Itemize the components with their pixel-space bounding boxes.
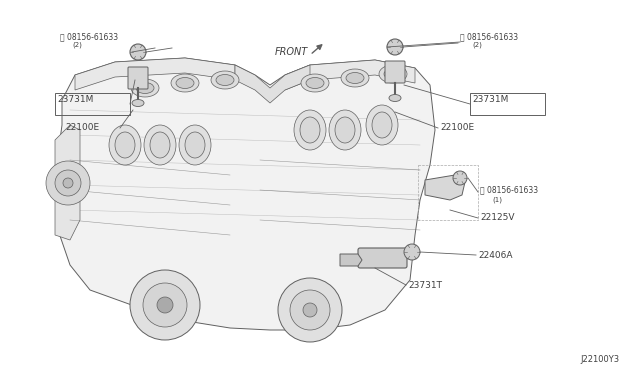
Polygon shape bbox=[235, 65, 310, 103]
FancyBboxPatch shape bbox=[128, 67, 148, 89]
Ellipse shape bbox=[384, 68, 402, 80]
Ellipse shape bbox=[211, 71, 239, 89]
Ellipse shape bbox=[294, 110, 326, 150]
Text: 22125V: 22125V bbox=[480, 214, 515, 222]
Circle shape bbox=[63, 178, 73, 188]
Ellipse shape bbox=[115, 132, 135, 158]
Ellipse shape bbox=[341, 69, 369, 87]
Circle shape bbox=[143, 283, 187, 327]
Ellipse shape bbox=[301, 74, 329, 92]
Circle shape bbox=[130, 44, 146, 60]
Ellipse shape bbox=[132, 99, 144, 106]
Ellipse shape bbox=[389, 94, 401, 102]
Circle shape bbox=[55, 170, 81, 196]
Circle shape bbox=[404, 244, 420, 260]
Polygon shape bbox=[55, 125, 80, 240]
Ellipse shape bbox=[144, 125, 176, 165]
Text: ⒵ 08156-61633: ⒵ 08156-61633 bbox=[460, 32, 518, 41]
Circle shape bbox=[157, 297, 173, 313]
Text: FRONT: FRONT bbox=[275, 47, 308, 57]
Circle shape bbox=[290, 290, 330, 330]
Ellipse shape bbox=[306, 77, 324, 89]
Text: J22100Y3: J22100Y3 bbox=[581, 355, 620, 364]
Circle shape bbox=[46, 161, 90, 205]
Circle shape bbox=[278, 278, 342, 342]
Bar bbox=[55, 93, 130, 115]
Ellipse shape bbox=[150, 132, 170, 158]
Ellipse shape bbox=[372, 112, 392, 138]
Bar bbox=[470, 93, 545, 115]
Circle shape bbox=[387, 39, 403, 55]
Ellipse shape bbox=[131, 79, 159, 97]
Ellipse shape bbox=[185, 132, 205, 158]
Text: 23731M: 23731M bbox=[57, 96, 93, 105]
Text: 22100E: 22100E bbox=[65, 124, 99, 132]
Circle shape bbox=[130, 270, 200, 340]
Polygon shape bbox=[425, 175, 465, 200]
Text: 23731M: 23731M bbox=[472, 96, 508, 105]
Polygon shape bbox=[55, 58, 435, 330]
Text: (1): (1) bbox=[492, 197, 502, 203]
Ellipse shape bbox=[329, 110, 361, 150]
Ellipse shape bbox=[300, 117, 320, 143]
Ellipse shape bbox=[216, 74, 234, 86]
Ellipse shape bbox=[179, 125, 211, 165]
Text: (2): (2) bbox=[72, 42, 82, 48]
Circle shape bbox=[453, 171, 467, 185]
Text: 22406A: 22406A bbox=[478, 250, 513, 260]
Polygon shape bbox=[285, 60, 415, 90]
Text: ⒵ 08156-61633: ⒵ 08156-61633 bbox=[60, 32, 118, 41]
Text: 23731T: 23731T bbox=[408, 280, 442, 289]
Text: (2): (2) bbox=[472, 42, 482, 48]
Ellipse shape bbox=[171, 74, 199, 92]
Text: ⒵ 08156-61633: ⒵ 08156-61633 bbox=[480, 186, 538, 195]
Polygon shape bbox=[340, 254, 362, 266]
FancyBboxPatch shape bbox=[358, 248, 407, 268]
Ellipse shape bbox=[379, 65, 407, 83]
Circle shape bbox=[303, 303, 317, 317]
Polygon shape bbox=[75, 58, 235, 90]
Ellipse shape bbox=[335, 117, 355, 143]
Ellipse shape bbox=[176, 77, 194, 89]
Ellipse shape bbox=[346, 73, 364, 83]
Ellipse shape bbox=[136, 83, 154, 93]
Text: 22100E: 22100E bbox=[440, 124, 474, 132]
Ellipse shape bbox=[109, 125, 141, 165]
Ellipse shape bbox=[366, 105, 398, 145]
FancyBboxPatch shape bbox=[385, 61, 405, 83]
